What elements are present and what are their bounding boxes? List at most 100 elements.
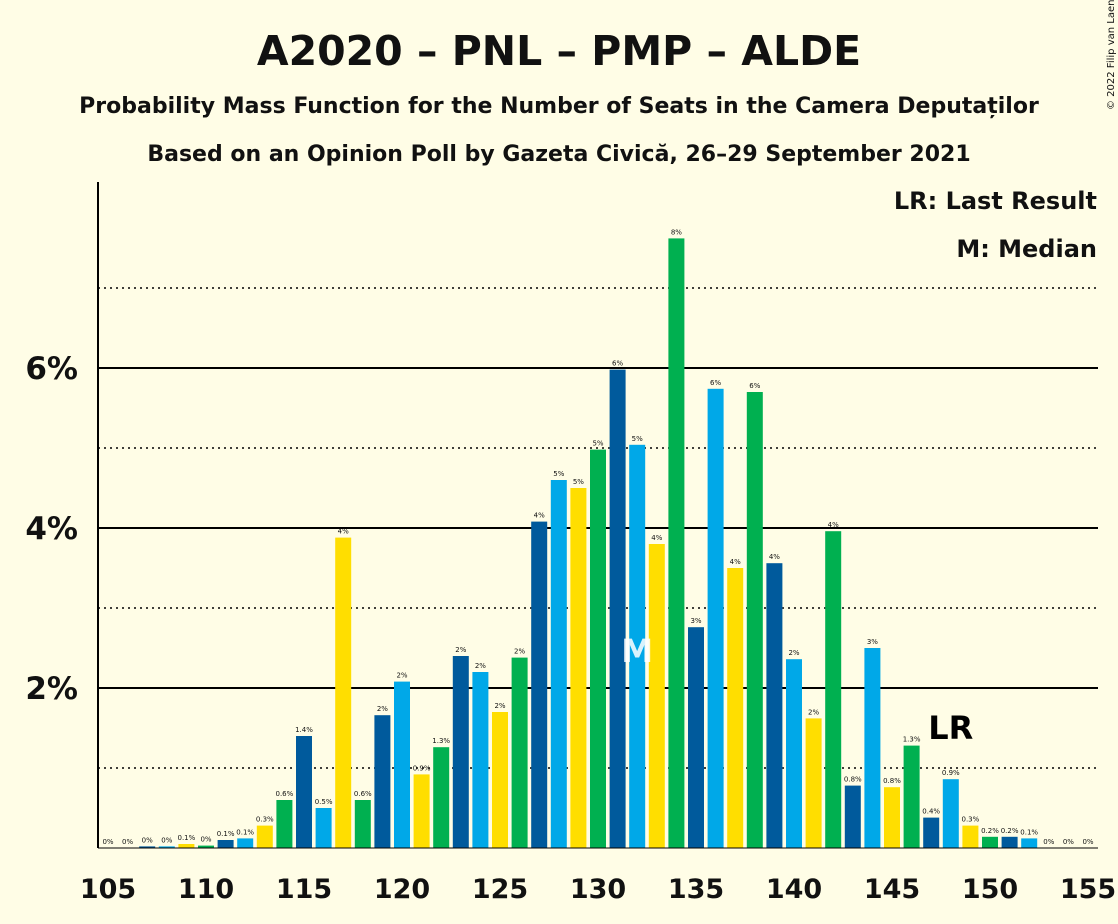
- bar: [609, 369, 626, 848]
- bar-value-label: 0.6%: [276, 790, 294, 798]
- chart-title: A2020 – PNL – PMP – ALDE: [257, 27, 861, 75]
- bar-value-label: 2%: [514, 648, 525, 656]
- bar-value-label: 6%: [710, 379, 721, 387]
- bar: [825, 531, 842, 848]
- bar: [256, 825, 273, 848]
- bar: [648, 544, 665, 848]
- bar-value-label: 0.4%: [922, 808, 940, 816]
- bar: [296, 736, 312, 848]
- bar: [335, 537, 352, 848]
- x-tick-label: 150: [962, 874, 1018, 905]
- bar: [452, 656, 469, 848]
- bar: [707, 388, 724, 848]
- y-tick-label: 6%: [25, 351, 78, 387]
- bar-value-label: 4%: [338, 528, 349, 536]
- bar-value-label: 0.1%: [1020, 828, 1038, 836]
- bar-value-label: 0%: [122, 838, 133, 846]
- bar-value-label: 0.1%: [236, 828, 254, 836]
- bar-value-label: 5%: [573, 478, 584, 486]
- bar-value-label: 0.6%: [354, 790, 372, 798]
- x-axis-tick-labels: 105 110 115 120 125 130 135 140 145 150 155: [80, 874, 1116, 905]
- bar: [276, 800, 293, 848]
- bar-value-label: 2%: [788, 649, 799, 657]
- bar: [374, 715, 391, 848]
- median-and-last-result-marks: M LR: [621, 632, 973, 747]
- y-tick-label: 2%: [25, 671, 78, 707]
- bar: [884, 787, 900, 848]
- bar: [178, 844, 195, 848]
- x-tick-label: 140: [766, 874, 822, 905]
- bar-value-label: 4%: [534, 512, 545, 520]
- bar-value-label: 6%: [612, 360, 623, 368]
- bar-value-label: 0.2%: [981, 827, 999, 835]
- y-axis-tick-labels: 2% 4% 6%: [25, 351, 78, 707]
- bar: [315, 808, 332, 848]
- bar-value-label: 0.1%: [178, 834, 196, 842]
- bar-value-label: 0.1%: [217, 830, 235, 838]
- bar: [668, 238, 685, 848]
- bar-value-label: 3%: [690, 617, 701, 625]
- bar-value-label: 0.3%: [256, 816, 274, 824]
- chart-subtitle-source: Based on an Opinion Poll by Gazeta Civic…: [147, 142, 970, 167]
- x-tick-label: 135: [668, 874, 724, 905]
- bar-value-label: 0%: [1082, 838, 1093, 846]
- bar-value-label: 0.2%: [1001, 827, 1019, 835]
- copyright-notice: © 2022 Filip van Laenen: [1106, 0, 1117, 110]
- bar-value-label: 6%: [749, 382, 760, 390]
- bar: [433, 747, 450, 848]
- bar: [962, 825, 979, 848]
- x-tick-label: 155: [1060, 874, 1116, 905]
- x-tick-label: 115: [276, 874, 332, 905]
- bar-value-label: 0.5%: [315, 798, 333, 806]
- bar: [198, 845, 214, 848]
- bar-value-label: 1.4%: [295, 726, 313, 734]
- x-tick-label: 145: [864, 874, 920, 905]
- bars: [139, 238, 1038, 848]
- bar: [570, 488, 587, 848]
- bar: [1001, 836, 1018, 848]
- bar-value-label: 4%: [730, 558, 741, 566]
- bar: [746, 392, 763, 848]
- x-tick-label: 105: [80, 874, 136, 905]
- bar: [688, 627, 704, 848]
- bar: [237, 838, 254, 848]
- bar: [982, 836, 998, 848]
- bar: [590, 449, 606, 848]
- bar-value-label: 2%: [455, 646, 466, 654]
- bar: [844, 785, 861, 848]
- bar-value-label: 0%: [1063, 838, 1074, 846]
- legend-last-result: LR: Last Result: [894, 187, 1097, 215]
- x-tick-label: 130: [570, 874, 626, 905]
- bar-value-label: 2%: [396, 672, 407, 680]
- bar: [942, 779, 959, 848]
- median-marker: M: [621, 632, 653, 670]
- bar: [1021, 838, 1038, 848]
- bar: [472, 672, 489, 848]
- bar-value-label: 2%: [808, 708, 819, 716]
- bar-value-label: 8%: [671, 228, 682, 236]
- bar-value-label: 0.8%: [844, 776, 862, 784]
- bar: [217, 840, 234, 848]
- bar-value-label: 4%: [769, 553, 780, 561]
- bar-value-label: 4%: [828, 521, 839, 529]
- bar-value-labels: 0% 0% 0% 0% 0.1% 0%0.1% 0.1%0.3%0.6%1.4%0.5%4%…: [102, 228, 1093, 846]
- bar-value-label: 0.8%: [883, 777, 901, 785]
- chart-subtitle: Probability Mass Function for the Number…: [79, 94, 1039, 119]
- x-tick-label: 110: [178, 874, 234, 905]
- bar-value-label: 5%: [632, 435, 643, 443]
- bar: [805, 718, 822, 848]
- x-tick-label: 125: [472, 874, 528, 905]
- x-tick-label: 120: [374, 874, 430, 905]
- bar-value-label: 0%: [102, 838, 113, 846]
- bar-value-label: 0%: [161, 836, 172, 844]
- bar-value-label: 3%: [867, 638, 878, 646]
- bar: [492, 712, 508, 848]
- bar: [629, 444, 646, 848]
- bar-value-label: 2%: [494, 702, 505, 710]
- bar: [903, 745, 920, 848]
- bar-value-label: 0%: [142, 836, 153, 844]
- bar: [394, 681, 410, 848]
- bar: [413, 774, 430, 848]
- bar-value-label: 5%: [553, 470, 564, 478]
